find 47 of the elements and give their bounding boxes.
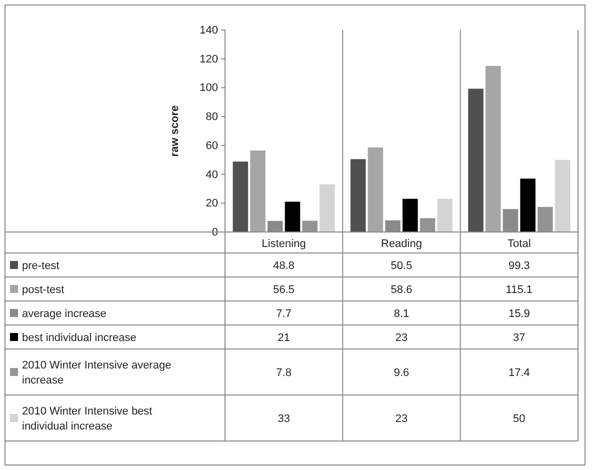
data-label: 23 — [395, 413, 408, 425]
bar — [486, 66, 501, 232]
y-tick-label: 80 — [206, 111, 218, 124]
legend-label: best individual increase — [22, 332, 136, 344]
data-label: 56.5 — [273, 284, 295, 296]
y-tick-label: 60 — [206, 140, 218, 152]
data-label: 17.4 — [508, 367, 530, 379]
bar — [402, 198, 418, 232]
data-label: 115.1 — [506, 284, 533, 296]
data-label: 7.7 — [276, 308, 292, 320]
data-label: 99.3 — [508, 260, 530, 272]
bar — [468, 88, 484, 232]
bar — [437, 198, 453, 232]
data-label: 50.5 — [390, 260, 412, 272]
bar — [250, 150, 266, 232]
y-tick-label: 20 — [206, 198, 218, 210]
data-label: 48.8 — [273, 260, 295, 272]
data-label: 21 — [278, 332, 290, 344]
data-label: 58.6 — [390, 284, 412, 296]
data-label: 33 — [278, 413, 290, 425]
data-label: 37 — [513, 332, 526, 344]
x-tick-label: Listening — [262, 238, 306, 250]
legend-label: post-test — [22, 284, 64, 296]
data-label: 9.6 — [394, 367, 410, 379]
bar — [350, 159, 366, 232]
data-label: 50 — [513, 413, 526, 425]
y-tick-label: 140 — [200, 24, 218, 37]
y-tick-label: 40 — [206, 168, 218, 181]
bar — [232, 162, 248, 232]
bar — [284, 202, 300, 232]
bar — [520, 178, 536, 232]
legend-label: average increase — [22, 308, 106, 320]
data-label: 15.9 — [508, 308, 530, 320]
y-tick-label: 100 — [200, 82, 218, 94]
data-label: 23 — [395, 332, 408, 344]
data-label: 8.1 — [394, 308, 410, 320]
x-tick-label: Reading — [381, 238, 422, 250]
y-axis-title: raw score — [169, 105, 181, 157]
x-tick-label: Total — [508, 238, 531, 250]
y-tick-label: 120 — [200, 53, 218, 66]
bar — [368, 147, 384, 232]
legend-label: 2010 Winter Intensive average increase — [22, 360, 172, 386]
legend-label: pre-test — [22, 260, 60, 272]
data-label: 7.8 — [276, 367, 292, 379]
bar — [554, 160, 570, 232]
bar — [320, 184, 335, 232]
legend-label: 2010 Winter Intensive best individual increase — [22, 406, 152, 432]
